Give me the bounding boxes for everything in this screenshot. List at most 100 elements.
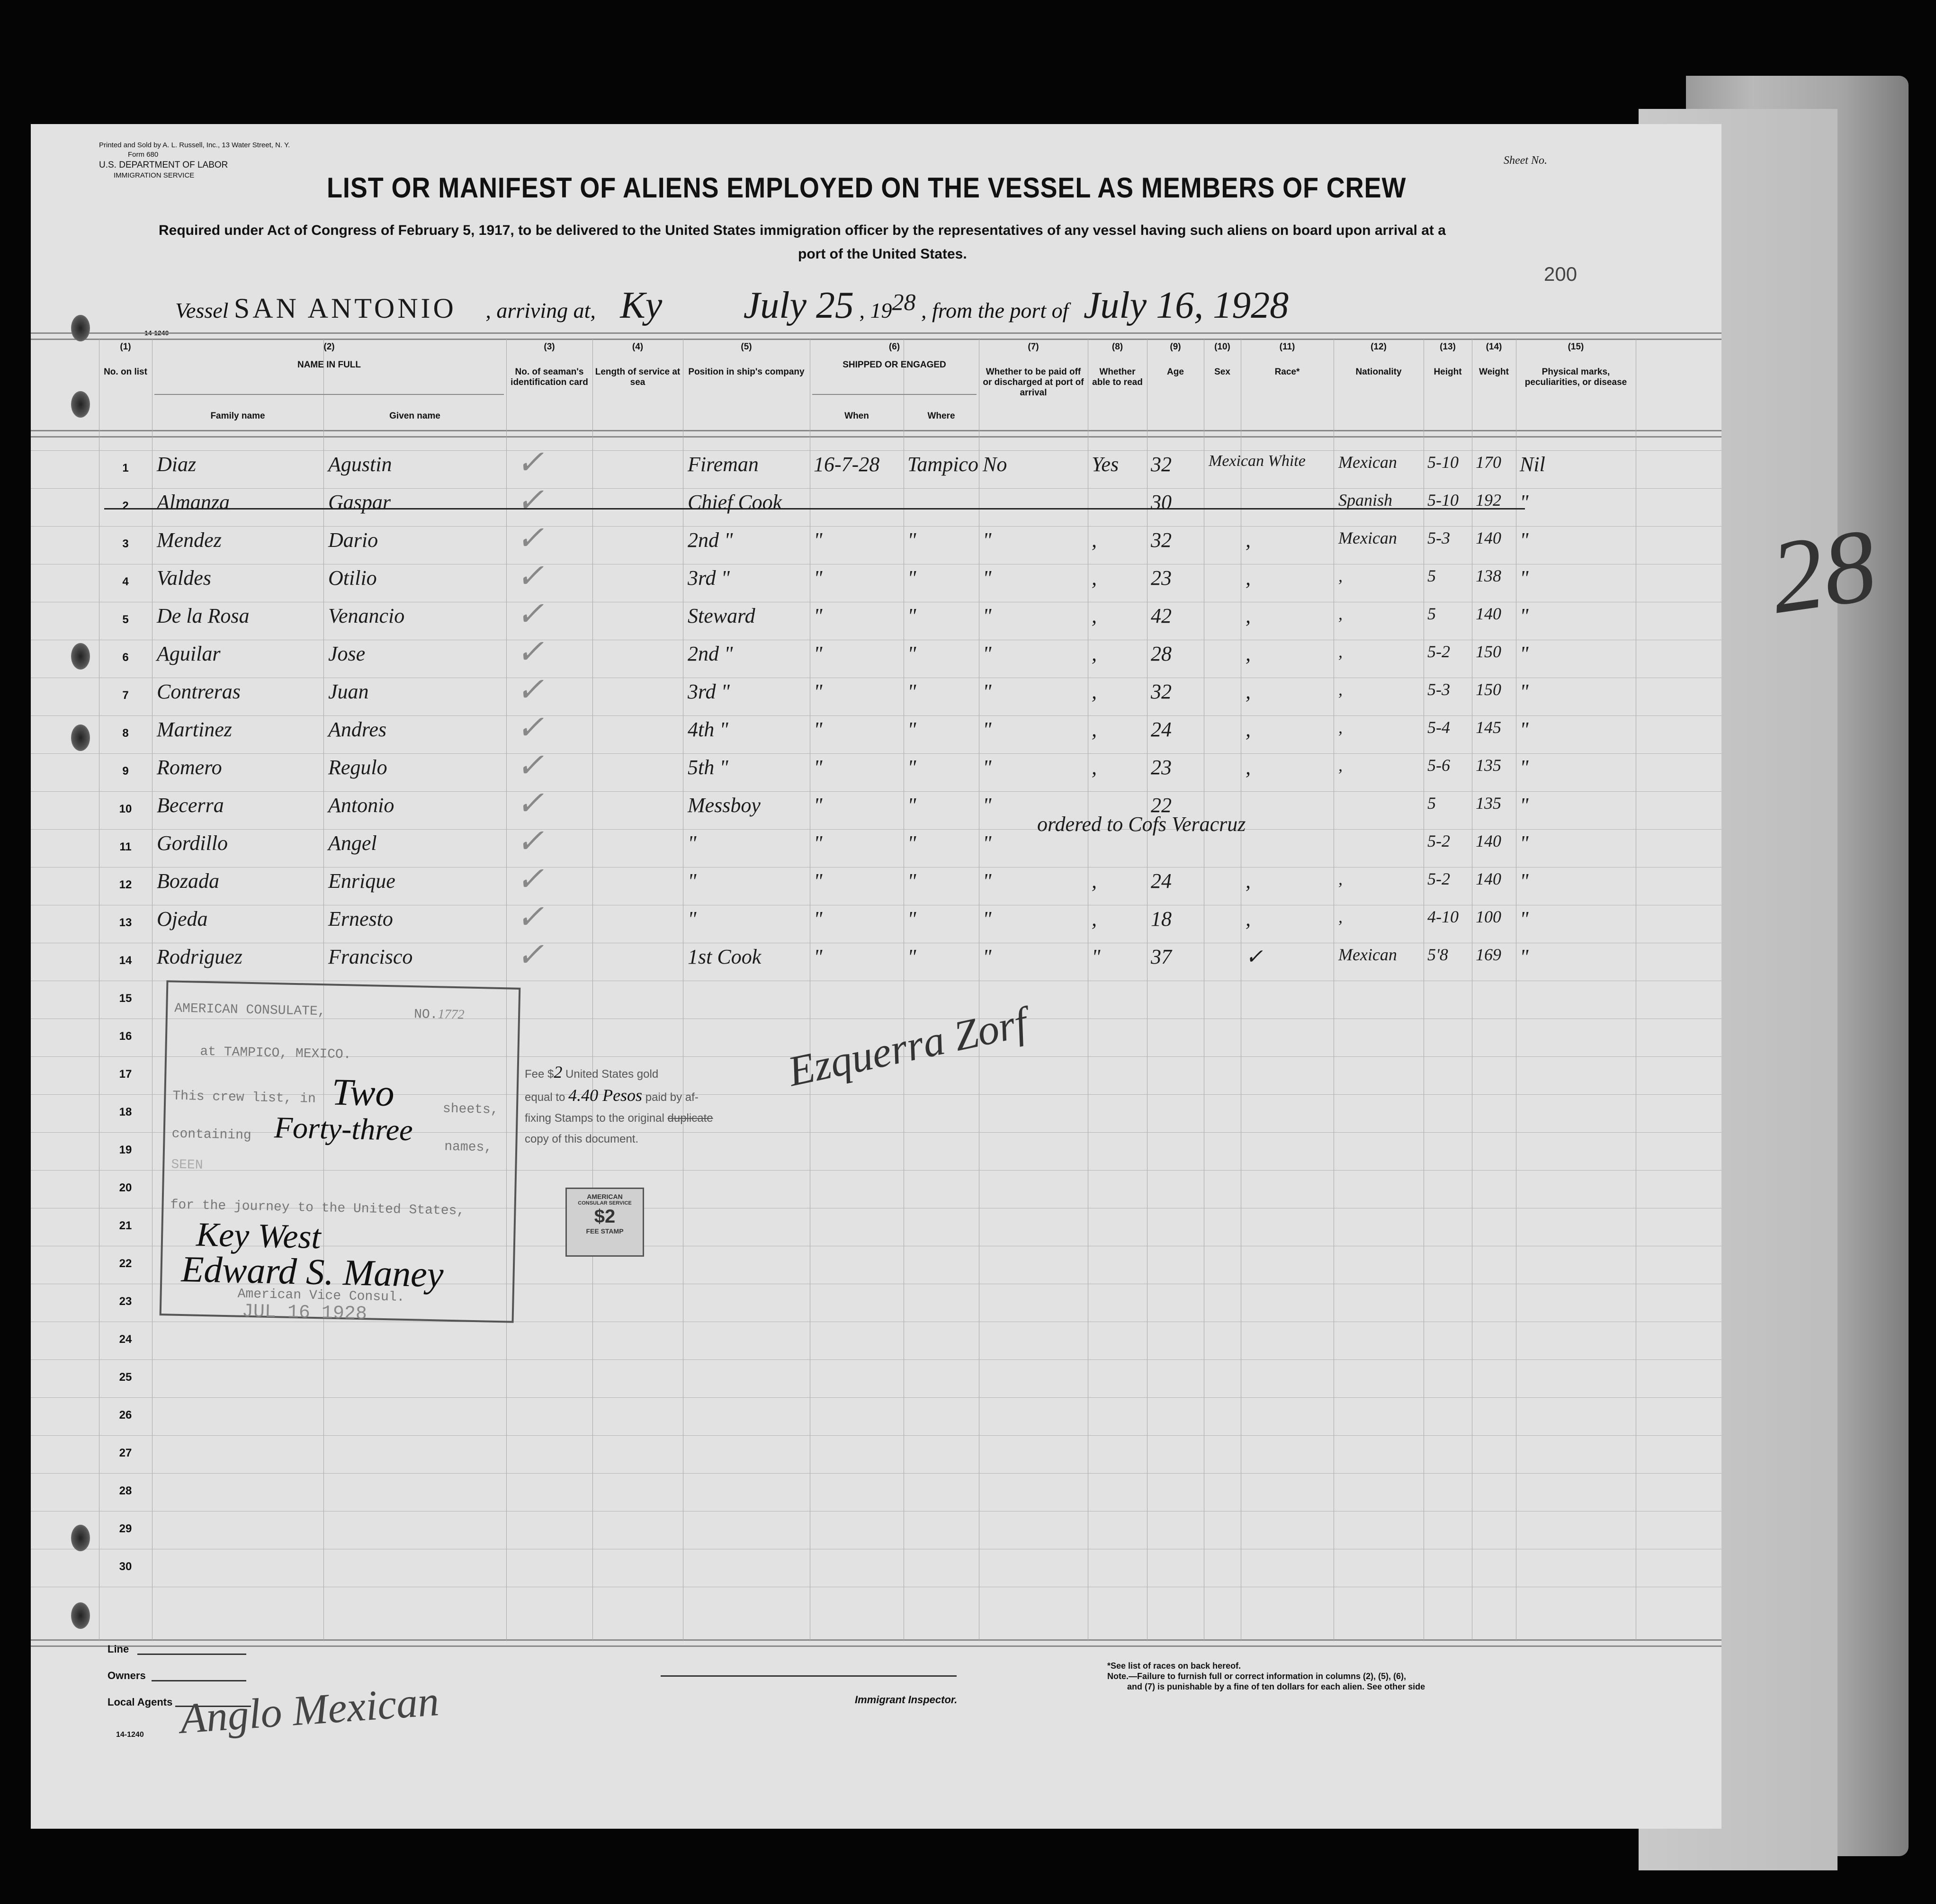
- race-cell: ,: [1246, 642, 1251, 665]
- where-cell: ": [907, 604, 916, 627]
- table-top-rule: [31, 332, 1721, 340]
- family-cell: Diaz: [157, 453, 197, 476]
- paid-off-cell: ": [983, 604, 992, 627]
- column-number: (8): [1111, 342, 1123, 352]
- marks-cell: ": [1520, 718, 1529, 741]
- column-rule: [323, 339, 324, 1641]
- marks-cell: ": [1520, 831, 1529, 855]
- column-header: SHIPPED OR ENGAGED: [843, 360, 946, 370]
- column-number: (15): [1568, 342, 1584, 352]
- nationality-cell: ,: [1338, 718, 1343, 737]
- age-cell: 32: [1151, 528, 1172, 552]
- line-field: [137, 1654, 246, 1655]
- position-cell: 2nd ": [688, 642, 733, 665]
- given-cell: Juan: [328, 680, 369, 703]
- row-number: 1: [122, 462, 129, 474]
- marks-cell: ": [1520, 794, 1529, 817]
- stamp-date: JUL 16 1928: [242, 1301, 367, 1325]
- family-cell: De la Rosa: [157, 604, 250, 627]
- inspector-label: Immigrant Inspector.: [855, 1694, 958, 1706]
- age-cell: 42: [1151, 604, 1172, 627]
- row-number: 23: [119, 1295, 132, 1308]
- row-number: 18: [119, 1106, 132, 1118]
- duplicate-label: duplicate: [667, 1112, 713, 1125]
- weight-cell: 140: [1476, 869, 1501, 888]
- manifest-sheet: [31, 124, 1721, 1829]
- nationality-cell: Spanish: [1338, 491, 1393, 510]
- row-rule: [31, 488, 1721, 489]
- row-rule: [31, 1132, 1721, 1133]
- when-cell: ": [814, 794, 823, 817]
- marks-cell: ": [1520, 907, 1529, 930]
- fee-stamp-value: $2: [594, 1206, 616, 1227]
- family-cell: Martinez: [157, 718, 232, 741]
- age-cell: 23: [1151, 756, 1172, 779]
- owners-label: Owners: [108, 1670, 146, 1681]
- height-cell: 5'8: [1427, 945, 1448, 964]
- check-mark-icon: ✓: [516, 445, 544, 481]
- check-mark-icon: ✓: [516, 672, 544, 708]
- row-rule: [31, 1435, 1721, 1436]
- inspector-signature-line: [661, 1675, 957, 1677]
- when-cell: ": [814, 945, 823, 968]
- paid-off-cell: ": [983, 907, 992, 930]
- read-cell: ,: [1092, 566, 1097, 590]
- family-cell: Becerra: [157, 794, 224, 817]
- stamp-seen: SEEN: [171, 1157, 203, 1173]
- penalty-note: Note.—Failure to furnish full or correct…: [1107, 1672, 1407, 1681]
- where-cell: ": [907, 566, 916, 590]
- vessel-label: Vessel: [175, 298, 229, 322]
- fee-stamp-top: AMERICAN: [587, 1193, 623, 1200]
- check-mark-icon: ✓: [516, 710, 544, 746]
- nationality-cell: ,: [1338, 604, 1343, 623]
- weight-cell: 140: [1476, 831, 1501, 850]
- position-cell: 2nd ": [688, 528, 733, 552]
- column-subheader: Where: [927, 411, 955, 421]
- binder-hole: [71, 1602, 90, 1629]
- column-header: Whether able to read: [1092, 367, 1143, 387]
- height-cell: 5-4: [1427, 718, 1450, 737]
- race-cell: ,: [1246, 869, 1251, 893]
- given-cell: Agustin: [328, 453, 392, 476]
- height-cell: 5-2: [1427, 642, 1450, 661]
- column-header: Race*: [1274, 367, 1300, 377]
- owners-field: [152, 1680, 246, 1681]
- height-cell: 5-10: [1427, 491, 1459, 510]
- age-cell: 22: [1151, 794, 1172, 817]
- where-cell: ": [907, 642, 916, 665]
- check-mark-icon: ✓: [516, 748, 544, 784]
- fee-currency: United States gold: [565, 1068, 659, 1081]
- binder-hole: [71, 315, 90, 341]
- row-number: 17: [119, 1068, 132, 1081]
- year-prefix: , 19: [859, 298, 892, 322]
- arrival-date: July 25: [743, 285, 854, 326]
- paid-off-cell: ": [983, 528, 992, 552]
- family-cell: Gordillo: [157, 831, 228, 855]
- row-rule: [31, 450, 1721, 451]
- footer-form-code: 14-1240: [116, 1731, 144, 1739]
- column-header: No. of seaman's identification card: [511, 367, 588, 387]
- row-rule: [31, 1397, 1721, 1398]
- where-cell: ": [907, 528, 916, 552]
- read-cell: ,: [1092, 718, 1097, 741]
- where-cell: ": [907, 794, 916, 817]
- page-number: 200: [1544, 263, 1577, 285]
- row-number: 5: [122, 613, 129, 626]
- service: IMMIGRATION SERVICE: [114, 171, 195, 179]
- age-cell: 32: [1151, 680, 1172, 703]
- given-cell: Regulo: [328, 756, 387, 779]
- printer-line: Printed and Sold by A. L. Russell, Inc.,…: [99, 141, 290, 149]
- column-header: Sex: [1214, 367, 1230, 377]
- column-header: Nationality: [1355, 367, 1402, 377]
- fee-line3: fixing Stamps to the original duplicate: [525, 1108, 713, 1129]
- stamp-line4: containing: [171, 1126, 252, 1144]
- height-cell: 5: [1427, 566, 1436, 585]
- when-cell: ": [814, 642, 823, 665]
- column-subheader: Given name: [389, 411, 440, 421]
- position-cell: ": [688, 907, 697, 930]
- row-number: 22: [119, 1257, 132, 1270]
- when-cell: ": [814, 604, 823, 627]
- paid-off-cell: ": [983, 756, 992, 779]
- paid-off-cell: ": [983, 831, 992, 855]
- position-cell: 3rd ": [688, 566, 730, 590]
